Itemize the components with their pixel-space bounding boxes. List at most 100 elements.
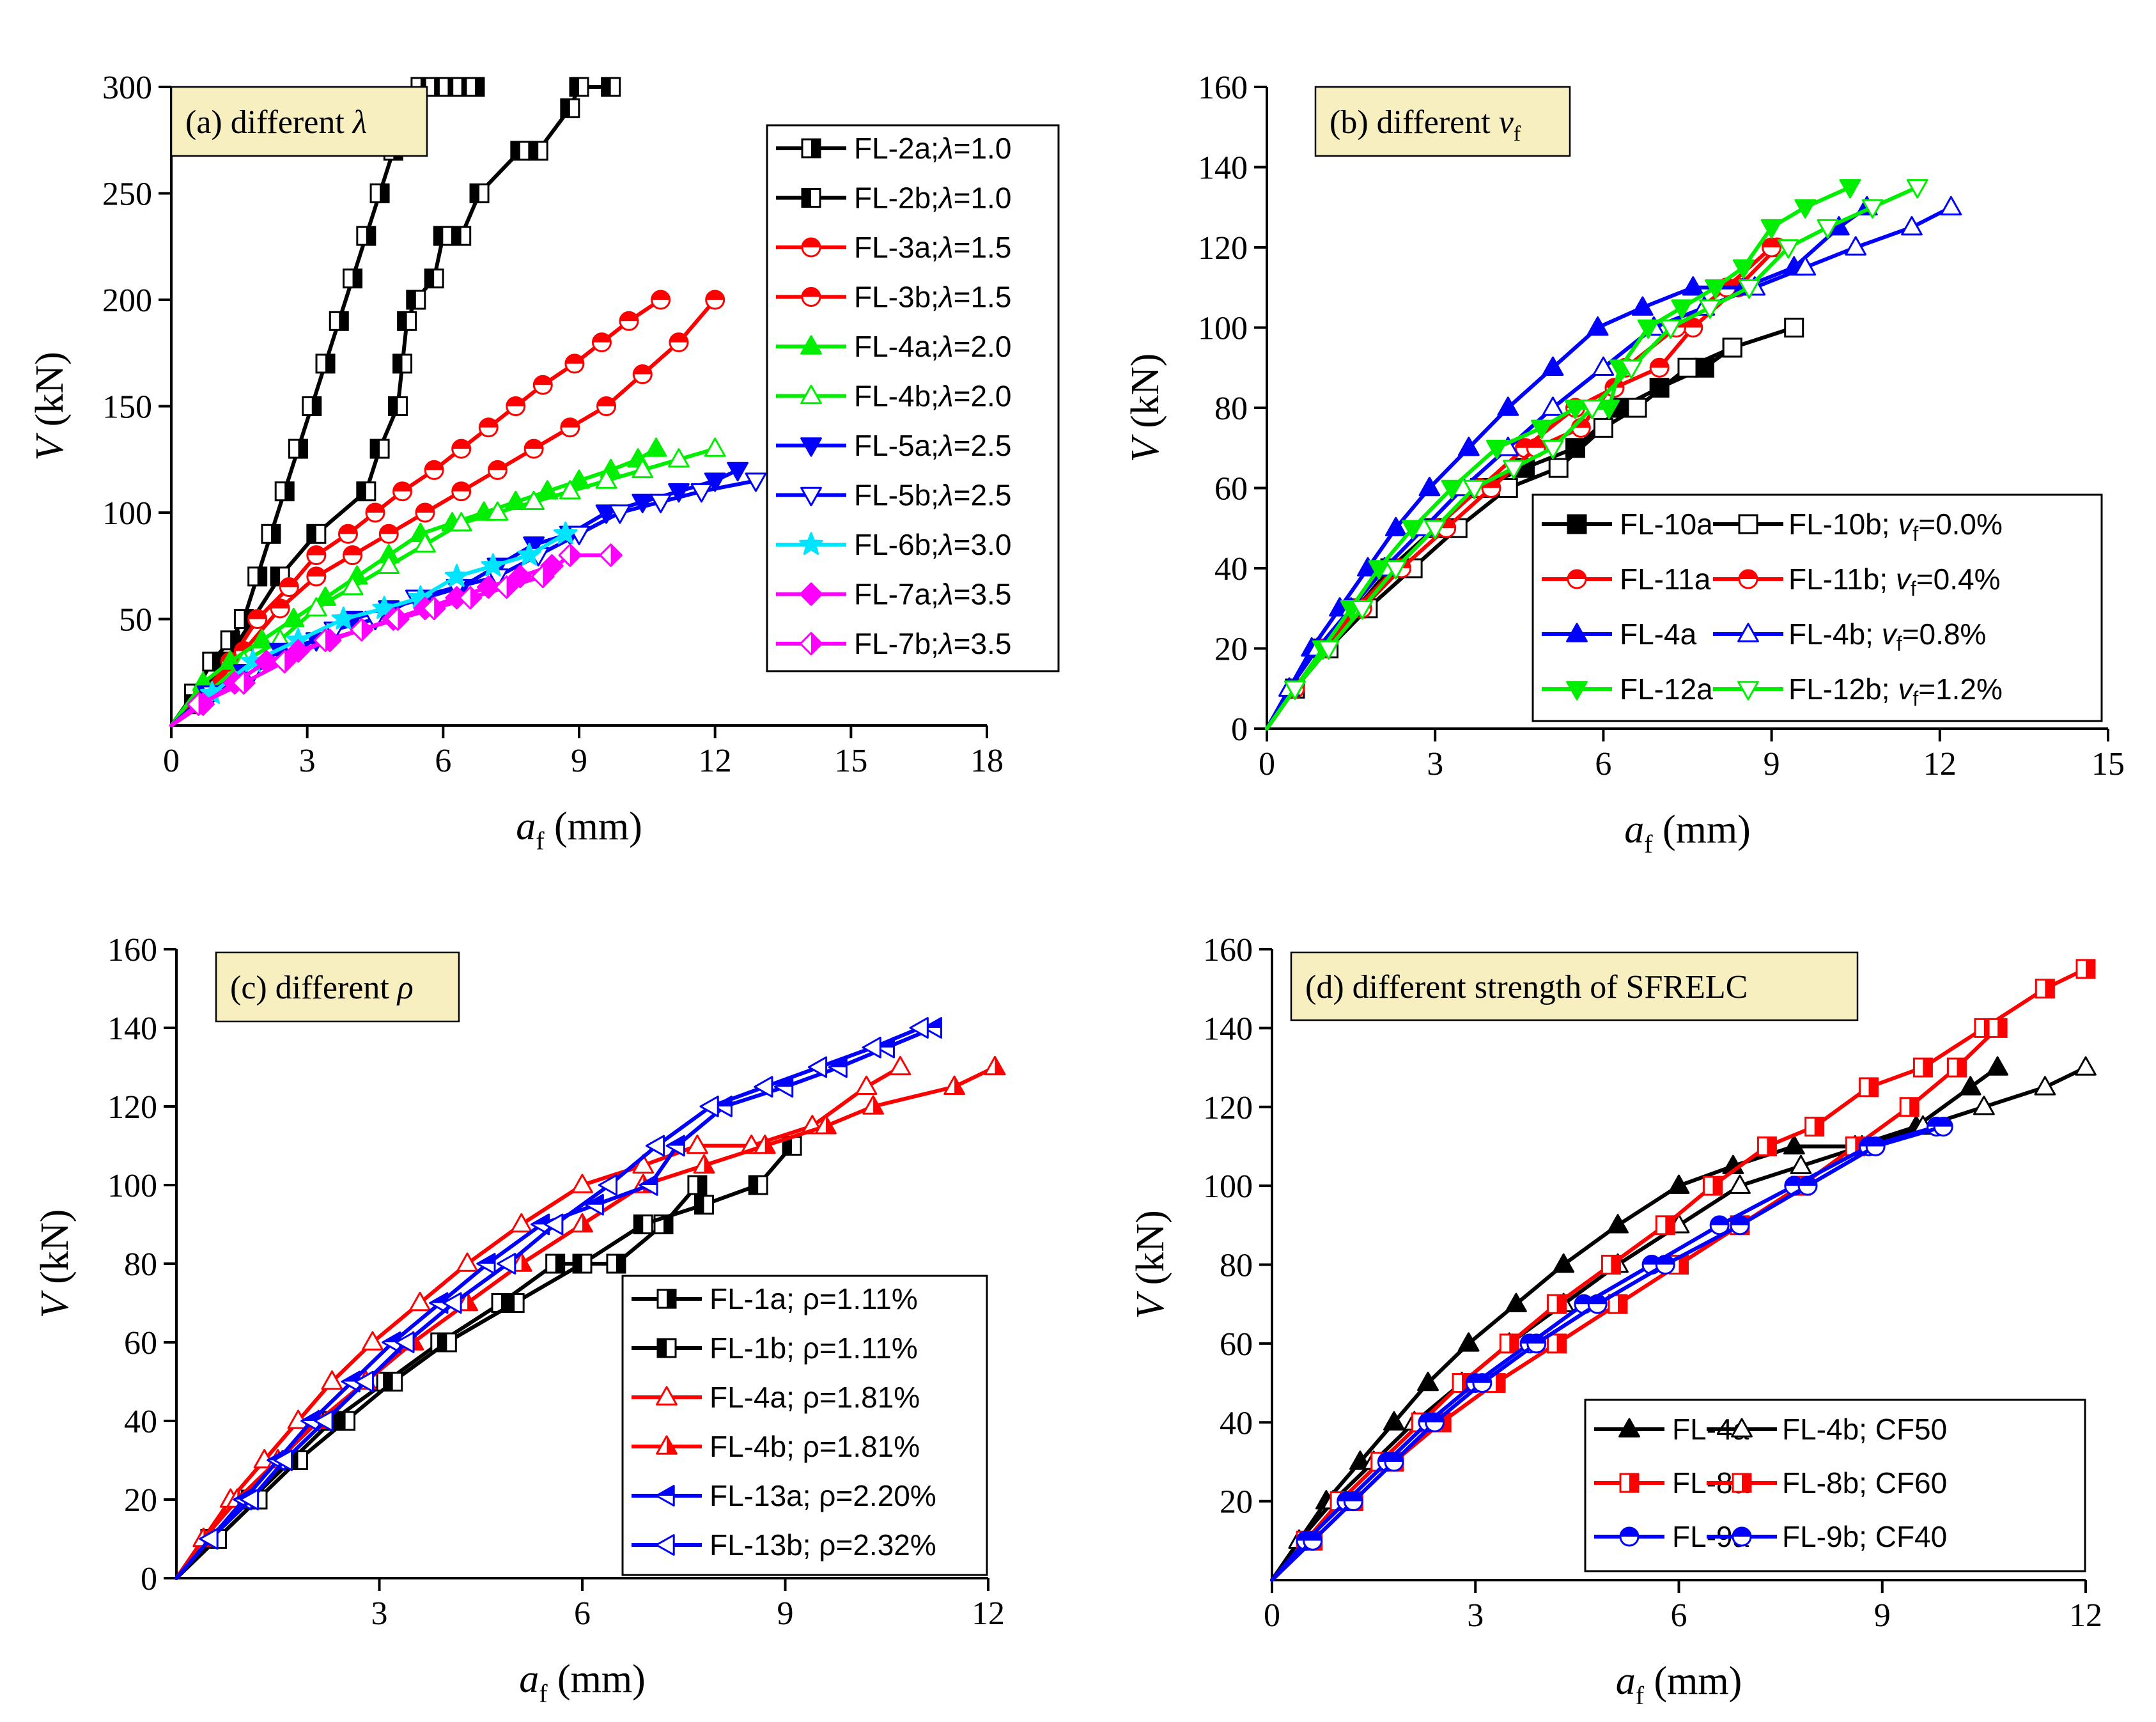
- y-tick-label: 100: [102, 495, 152, 532]
- data-point-fill: [407, 291, 416, 309]
- x-tick-label: 12: [1923, 746, 1957, 782]
- data-point-fill: [1473, 1374, 1491, 1383]
- data-point-fill: [474, 78, 484, 96]
- data-point-fill: [413, 1331, 423, 1350]
- data-point-fill: [384, 1372, 393, 1391]
- data-point-fill: [601, 78, 611, 96]
- legend-marker: [655, 1534, 675, 1556]
- data-point: [362, 1331, 384, 1351]
- legend-label: FL-1b; ρ=1.11%: [710, 1331, 918, 1365]
- data-point: [1738, 279, 1760, 299]
- data-point-fill: [2045, 979, 2054, 998]
- data-point-fill: [511, 141, 520, 160]
- data-point: [1586, 316, 1609, 336]
- legend-label: FL-10b; vf=0.0%: [1788, 508, 2003, 545]
- data-point: [1794, 256, 1817, 276]
- data-point: [704, 472, 726, 492]
- data-point-fill: [1527, 438, 1546, 448]
- data-point-fill: [342, 1372, 360, 1382]
- data-point-fill: [826, 1115, 836, 1133]
- y-tick-label: 40: [124, 1404, 157, 1440]
- legend-marker: [1731, 1418, 1753, 1438]
- legend-label: FL-1a; ρ=1.11%: [710, 1282, 918, 1315]
- data-point-fill: [954, 1076, 965, 1094]
- data-point-fill: [1618, 1295, 1627, 1314]
- data-point: [1839, 179, 1861, 199]
- legend-marker: [800, 335, 822, 355]
- data-point: [496, 1253, 516, 1275]
- x-tick-label: 9: [1764, 746, 1780, 782]
- legend-label: FL-12b; vf=1.2%: [1788, 672, 2003, 710]
- data-point: [321, 1370, 343, 1390]
- data-point: [1542, 440, 1564, 460]
- data-point: [1368, 560, 1390, 580]
- data-point-fill: [325, 354, 335, 373]
- y-tick-label: 100: [1198, 311, 1248, 347]
- legend-marker-fill: [667, 1436, 677, 1454]
- legend-label: FL-5b;λ=2.5: [854, 479, 1011, 512]
- data-point-fill: [1588, 1295, 1607, 1305]
- data-point-fill: [339, 525, 357, 534]
- data-point: [668, 448, 690, 468]
- data-point: [745, 472, 767, 492]
- data-point: [1704, 279, 1726, 299]
- data-point-fill: [695, 1195, 704, 1214]
- data-point-fill: [582, 1214, 593, 1232]
- x-tick-label: 0: [163, 743, 180, 779]
- data-point-fill: [521, 1253, 532, 1271]
- data-point: [598, 1174, 618, 1196]
- data-point: [862, 1036, 881, 1059]
- data-point-fill: [706, 291, 724, 300]
- x-tick-label: 9: [1874, 1597, 1891, 1634]
- legend-label: FL-4a; ρ=1.81%: [710, 1381, 920, 1414]
- data-point: [442, 1292, 462, 1314]
- data-point-fill: [1384, 1452, 1403, 1462]
- legend-label: FL-2a;λ=1.0: [854, 132, 1011, 165]
- x-axis-title: af (mm): [516, 805, 642, 855]
- data-point-fill: [597, 397, 616, 407]
- legend-marker-fill: [1739, 570, 1757, 579]
- data-point: [1901, 216, 1923, 236]
- data-point: [314, 1410, 334, 1432]
- x-tick-label: 6: [435, 743, 451, 779]
- panel-title-box: [215, 951, 460, 1023]
- legend-marker-fill: [802, 288, 820, 297]
- legend-label: FL-7b;λ=3.5: [854, 627, 1011, 660]
- data-point: [595, 469, 617, 489]
- data-point-fill: [1611, 1255, 1620, 1274]
- data-point: [1463, 479, 1485, 500]
- y-tick-label: 150: [102, 389, 152, 426]
- y-tick-label: 20: [1220, 1484, 1253, 1521]
- data-point-fill: [198, 693, 210, 715]
- data-point: [1497, 396, 1519, 416]
- data-point: [1402, 520, 1424, 539]
- data-point: [1418, 476, 1441, 497]
- legend-marker: [1737, 623, 1759, 642]
- x-tick-label: 12: [972, 1595, 1005, 1632]
- data-point-fill: [1730, 1216, 1749, 1225]
- series-group: [169, 77, 767, 727]
- legend-marker-fill: [1742, 1474, 1751, 1492]
- x-tick-label: 18: [970, 743, 1004, 779]
- data-point: [1620, 359, 1643, 379]
- data-point: [251, 629, 273, 649]
- data-point: [1845, 236, 1867, 256]
- x-tick-label: 12: [699, 743, 732, 779]
- legend-marker-fill: [658, 1339, 667, 1357]
- legend-marker: [1567, 514, 1587, 534]
- x-tick-label: 3: [1467, 1597, 1484, 1634]
- legend-label: FL-7a;λ=3.5: [854, 578, 1011, 611]
- y-tick-label: 80: [1214, 391, 1248, 427]
- legend-marker: [800, 486, 822, 507]
- data-point: [1732, 259, 1755, 279]
- data-point-fill: [639, 1175, 658, 1185]
- data-point-fill: [1650, 359, 1669, 368]
- data-point: [699, 1096, 719, 1117]
- data-point-fill: [619, 312, 638, 322]
- series-group: [1265, 179, 1962, 731]
- y-tick-label: 140: [107, 1011, 157, 1047]
- y-axis-title: V (kN): [28, 352, 72, 460]
- legend-label: FL-8b; CF60: [1782, 1466, 1947, 1500]
- data-point-fill: [470, 184, 480, 203]
